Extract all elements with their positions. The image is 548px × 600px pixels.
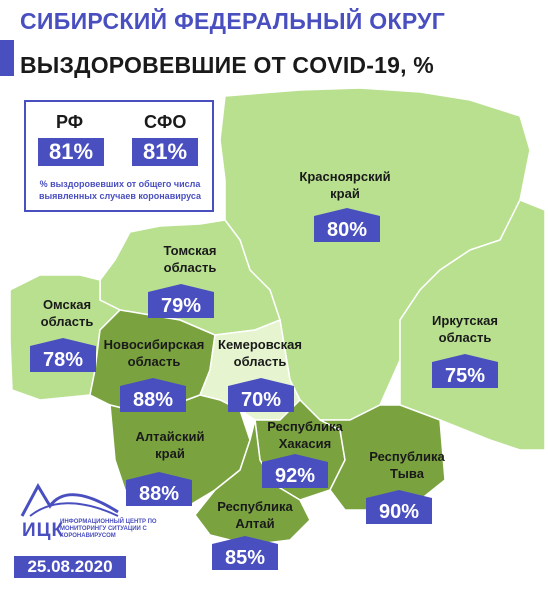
title-accent-bar — [0, 40, 14, 76]
region-label-novosibirsk: Новосибирская область — [103, 337, 205, 369]
region-label-krasnoyarsk: Красноярский край — [299, 169, 391, 201]
region-label-kemerovo: Кемеровская область — [218, 337, 302, 369]
legend-sfo-label: СФО — [144, 112, 187, 132]
region-value-novosibirsk: 88% — [120, 378, 186, 412]
ick-logo-icon — [20, 482, 119, 517]
region-value-khakassia: 92% — [262, 454, 328, 488]
region-value-krasnoyarsk: 80% — [314, 208, 380, 242]
logo-subtitle: ИНФОРМАЦИОННЫЙ ЦЕНТР ПО МОНИТОРИНГУ СИТУ… — [60, 519, 157, 539]
region-shape-altai-republic — [194, 419, 311, 546]
legend-box: РФ 81% СФО 81% % выздоровевших от общего… — [24, 100, 214, 212]
logo-name: ИЦК — [22, 520, 65, 541]
page-title: СИБИРСКИЙ ФЕДЕРАЛЬНЫЙ ОКРУГ — [20, 8, 446, 34]
legend-note: % выздоровевших от общего числа выявленн… — [38, 179, 202, 201]
date-badge: 25.08.2020 — [14, 556, 126, 578]
legend-sfo-value: 81% — [132, 138, 198, 166]
region-label-omsk: Омская область — [40, 297, 94, 329]
region-value-altai-republic: 85% — [212, 536, 278, 570]
region-value-altai-krai: 88% — [126, 472, 192, 506]
region-value-tyva: 90% — [366, 490, 432, 524]
region-label-khakassia: Республика Хакасия — [267, 419, 343, 451]
region-value-omsk: 78% — [30, 338, 96, 372]
page-subtitle: ВЫЗДОРОВЕВШИЕ ОТ COVID-19, % — [20, 52, 434, 78]
region-label-altai-republic: Республика Алтай — [217, 499, 293, 531]
region-value-tomsk: 79% — [148, 284, 214, 318]
region-label-tomsk: Томская область — [163, 243, 217, 275]
region-value-irkutsk: 75% — [432, 354, 498, 388]
region-label-altai-krai: Алтайский край — [135, 429, 205, 461]
legend-rf-label: РФ — [56, 112, 84, 132]
region-value-kemerovo: 70% — [228, 378, 294, 412]
legend-rf-value: 81% — [38, 138, 104, 166]
region-label-tyva: Республика Тыва — [369, 449, 445, 481]
region-label-irkutsk: Иркутская область — [432, 313, 498, 345]
